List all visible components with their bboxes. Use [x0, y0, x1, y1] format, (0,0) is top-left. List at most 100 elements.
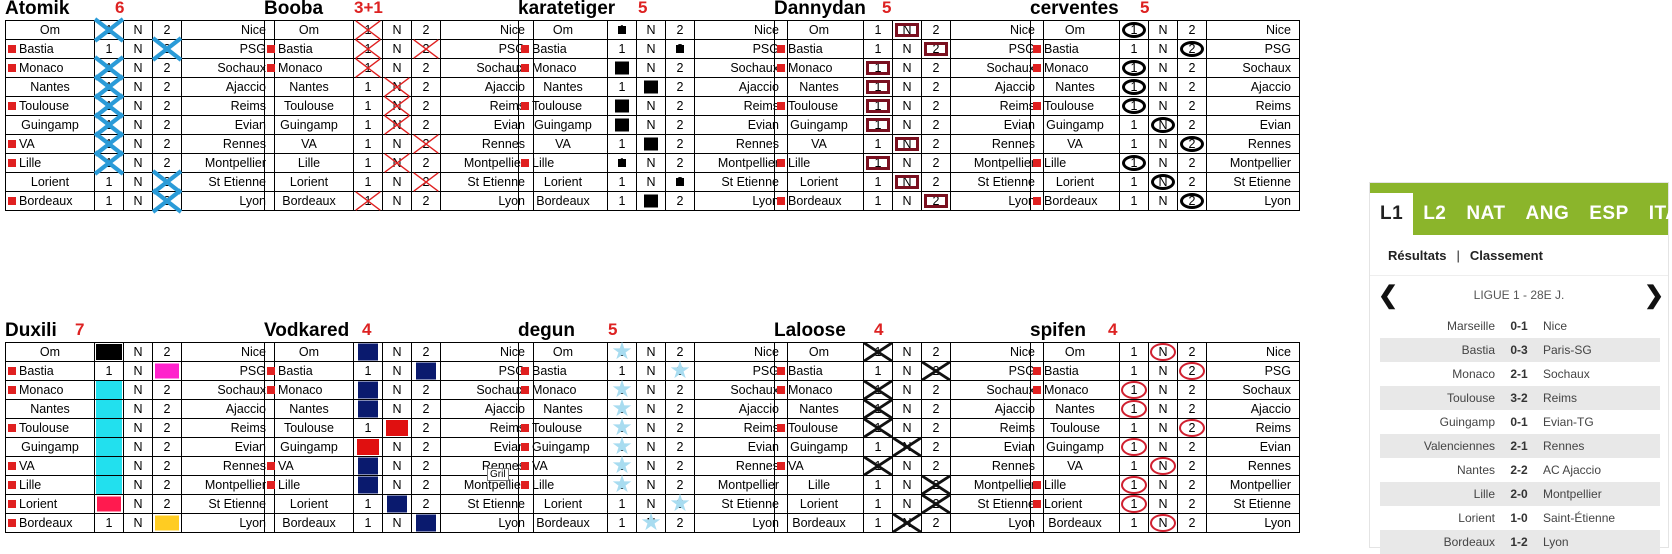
option-cell-away[interactable]: 2 — [665, 380, 695, 400]
option-cell-away[interactable]: 2 — [411, 39, 441, 59]
option-cell-home[interactable]: 1 — [353, 191, 383, 211]
option-cell-away[interactable]: 2 — [921, 153, 951, 173]
option-cell-draw[interactable]: N — [382, 342, 412, 362]
option-cell-home[interactable]: 1 — [353, 58, 383, 78]
option-cell-draw[interactable]: N — [1148, 96, 1178, 116]
result-row[interactable]: Marseille 0-1 Nice — [1380, 314, 1660, 338]
option-cell-home[interactable]: 1 — [353, 399, 383, 419]
option-cell-away[interactable]: 2 — [665, 39, 695, 59]
option-cell-home[interactable]: 1 — [353, 456, 383, 476]
option-cell-home[interactable]: 1 — [863, 39, 893, 59]
tab-esp[interactable]: ESP — [1589, 203, 1629, 224]
option-cell-draw[interactable]: N — [1148, 361, 1178, 381]
option-cell-draw[interactable]: N — [123, 456, 153, 476]
option-cell-draw[interactable]: N — [382, 513, 412, 533]
option-cell-away[interactable]: 2 — [921, 493, 951, 515]
option-cell-draw[interactable]: N — [636, 58, 666, 78]
option-cell-draw[interactable]: N — [892, 342, 922, 362]
option-cell-home[interactable]: 1 ★ — [607, 454, 637, 478]
option-cell-away[interactable]: 2 — [921, 134, 951, 154]
option-cell-away[interactable]: 2 — [1177, 456, 1207, 476]
result-row[interactable]: Bordeaux 1-2 Lyon — [1380, 530, 1660, 554]
option-cell-draw[interactable]: N — [892, 134, 922, 154]
option-cell-home[interactable]: 1 — [863, 191, 893, 211]
option-cell-away[interactable]: 2 — [1177, 115, 1207, 135]
option-cell-away[interactable]: 2 — [152, 437, 182, 457]
option-cell-draw[interactable]: N — [1148, 191, 1178, 211]
option-cell-draw[interactable]: N — [123, 191, 153, 211]
option-cell-home[interactable]: 1 — [1119, 20, 1149, 40]
result-row[interactable]: Lille 2-0 Montpellier — [1380, 482, 1660, 506]
option-cell-home[interactable]: 1 — [1119, 172, 1149, 192]
option-cell-home[interactable]: 1 — [94, 418, 124, 438]
option-cell-away[interactable]: 2 — [152, 153, 182, 173]
result-row[interactable]: Valenciennes 2-1 Rennes — [1380, 434, 1660, 458]
option-cell-away[interactable]: 2 — [152, 513, 182, 533]
option-cell-home[interactable]: 1 ★ — [607, 416, 637, 440]
option-cell-home[interactable]: 1 — [1119, 96, 1149, 116]
option-cell-home[interactable]: 1 — [93, 93, 125, 119]
option-cell-draw[interactable]: N ★ — [636, 511, 666, 535]
option-cell-home[interactable]: 1 — [607, 172, 637, 192]
option-cell-home[interactable]: 1 — [93, 150, 125, 176]
option-cell-home[interactable]: 1 — [353, 513, 383, 533]
option-cell-away[interactable]: 2 — [665, 342, 695, 362]
option-cell-away[interactable]: 2 — [1177, 191, 1207, 211]
option-cell-draw[interactable]: N — [892, 77, 922, 97]
option-cell-home[interactable]: 1 — [1119, 115, 1149, 135]
option-cell-away[interactable]: 2 — [152, 77, 182, 97]
option-cell-home[interactable]: 1 — [863, 513, 893, 533]
option-cell-home[interactable]: 1 — [353, 342, 383, 362]
option-cell-draw[interactable]: N — [382, 437, 412, 457]
option-cell-away[interactable]: 2 — [1177, 39, 1207, 59]
option-cell-home[interactable]: 1 — [94, 437, 124, 457]
result-row[interactable]: Toulouse 3-2 Reims — [1380, 386, 1660, 410]
option-cell-home[interactable]: 1 — [353, 96, 383, 116]
option-cell-home[interactable]: 1 — [863, 417, 893, 439]
option-cell-home[interactable]: 1 — [1119, 153, 1149, 173]
option-cell-away[interactable]: 2 — [411, 513, 441, 533]
option-cell-draw[interactable]: N — [382, 456, 412, 476]
result-row[interactable]: Monaco 2-1 Sochaux — [1380, 362, 1660, 386]
option-cell-away[interactable]: 2 — [152, 342, 182, 362]
option-cell-draw[interactable]: N — [123, 418, 153, 438]
option-cell-home[interactable]: 1 — [1119, 475, 1149, 495]
option-cell-draw[interactable]: N — [892, 361, 922, 381]
standings-link[interactable]: Classement — [1469, 247, 1543, 263]
option-cell-home[interactable]: 1 — [93, 74, 125, 100]
option-cell-draw[interactable]: N — [892, 172, 922, 192]
option-cell-home[interactable]: 1 — [863, 341, 893, 363]
option-cell-away[interactable]: 2 — [151, 188, 183, 214]
option-cell-away[interactable]: 2 — [152, 96, 182, 116]
chevron-left-icon[interactable]: ❮ — [1378, 281, 1399, 309]
option-cell-away[interactable]: 2 — [921, 399, 951, 419]
option-cell-draw[interactable]: N — [636, 437, 666, 457]
option-cell-home[interactable]: 1 ★ — [607, 340, 637, 364]
option-cell-draw[interactable]: N — [636, 361, 666, 381]
option-cell-draw[interactable]: N — [123, 134, 153, 154]
option-cell-draw[interactable]: N — [636, 115, 666, 135]
option-cell-away[interactable]: 2 — [411, 134, 441, 154]
option-cell-draw[interactable]: N — [123, 513, 153, 533]
option-cell-draw[interactable]: N — [382, 172, 412, 192]
option-cell-away[interactable]: 2 — [921, 418, 951, 438]
option-cell-draw[interactable]: N — [1148, 153, 1178, 173]
option-cell-away[interactable]: 2 — [1177, 475, 1207, 495]
option-cell-home[interactable]: 1 — [94, 342, 124, 362]
option-cell-home[interactable]: 1 — [607, 191, 637, 211]
option-cell-home[interactable]: 1 — [353, 380, 383, 400]
option-cell-draw[interactable]: N — [636, 134, 666, 154]
option-cell-away[interactable]: 2 — [1177, 513, 1207, 533]
result-row[interactable]: Lorient 1-0 Saint-Étienne — [1380, 506, 1660, 530]
option-cell-draw[interactable]: N — [1148, 513, 1178, 533]
option-cell-home[interactable]: 1 — [94, 513, 124, 533]
option-cell-home[interactable]: 1 — [1119, 399, 1149, 419]
option-cell-draw[interactable]: N — [123, 361, 153, 381]
option-cell-home[interactable]: 1 — [94, 399, 124, 419]
option-cell-home[interactable]: 1 — [93, 112, 125, 138]
option-cell-home[interactable]: 1 — [607, 96, 637, 116]
option-cell-away[interactable]: 2 — [665, 456, 695, 476]
option-cell-home[interactable]: 1 — [863, 475, 893, 495]
option-cell-away[interactable]: 2 — [1177, 494, 1207, 514]
option-cell-away[interactable]: 2 — [665, 191, 695, 211]
